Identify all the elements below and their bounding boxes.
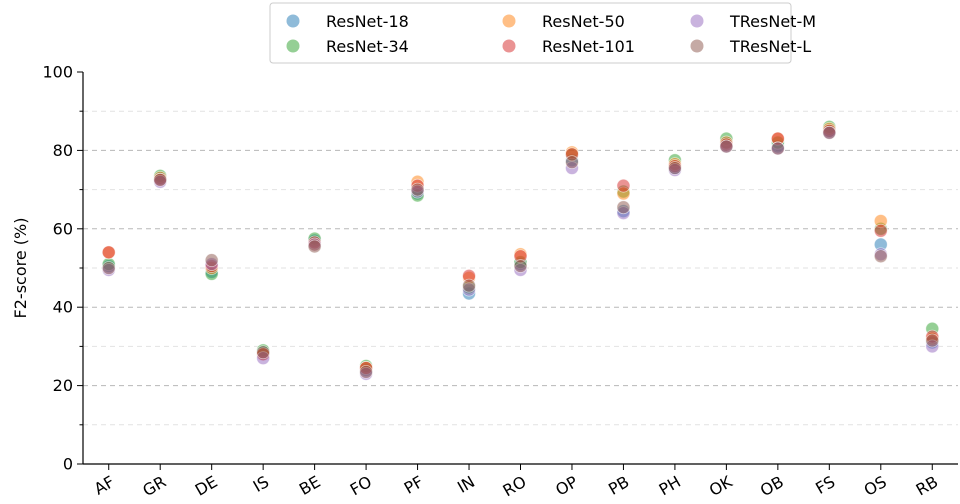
x-tick-label-in: IN [454, 472, 478, 497]
point-tresnet-l-in [462, 278, 476, 293]
y-tick-label: 100 [42, 63, 73, 82]
x-tick-label-rb: RB [913, 472, 942, 500]
x-tick-label-is: IS [250, 472, 272, 496]
x-tick-label-pb: PB [605, 472, 632, 499]
x-tick-label-ph: PH [656, 472, 684, 499]
point-tresnet-l-fs [822, 125, 837, 140]
x-tick-label-gr: GR [139, 472, 169, 500]
axes: 0 20 40 60 80 100 AF GR DE IS BE FO PF IN RO OP PB PH OK OB… [42, 63, 958, 500]
point-tresnet-l-ph [668, 161, 682, 175]
legend: ResNet-18 ResNet-34 ResNet-50 ResNet-101 TRe… [269, 2, 816, 64]
point-tresnet-l-af [101, 261, 116, 275]
legend-label-tresnet-m: TResNet-M [729, 12, 816, 31]
y-tick-label: 40 [53, 298, 73, 317]
point-tresnet-l-pf [410, 182, 425, 197]
x-tick-label-de: DE [192, 472, 221, 500]
point-resnet-101-os [873, 223, 888, 238]
y-tick-label: 80 [53, 141, 73, 160]
point-tresnet-l-is [256, 345, 271, 360]
legend-label-resnet-101: ResNet-101 [542, 37, 635, 56]
legend-marker-tresnet-m [690, 14, 704, 28]
legend-marker-resnet-18 [286, 14, 300, 28]
point-tresnet-l-ok [719, 139, 734, 154]
point-resnet-101-pb [616, 178, 631, 193]
x-tick-label-pf: PF [401, 472, 427, 498]
y-tick-label: 0 [63, 455, 73, 474]
legend-marker-resnet-50 [502, 14, 516, 28]
x-tick-label-op: OP [552, 472, 581, 500]
legend-label-resnet-34: ResNet-34 [326, 37, 409, 56]
point-tresnet-l-ro [513, 259, 528, 273]
y-tick-label: 20 [53, 376, 73, 395]
legend-marker-resnet-101 [502, 39, 516, 53]
point-tresnet-l-fo [359, 364, 373, 379]
legend-label-resnet-18: ResNet-18 [326, 12, 409, 31]
point-tresnet-l-rb [925, 333, 940, 348]
x-tick-label-af: AF [91, 472, 118, 499]
x-tick-label-fo: FO [347, 472, 375, 499]
x-tick-label-os: OS [861, 472, 890, 500]
point-tresnet-l-op [565, 155, 579, 170]
legend-marker-tresnet-l [690, 39, 704, 53]
legend-label-tresnet-l: TResNet-L [729, 37, 811, 56]
point-tresnet-l-gr [153, 172, 168, 187]
point-resnet-101-af [101, 245, 116, 260]
x-tick-label-fs: FS [812, 472, 838, 498]
grid [83, 110, 958, 426]
x-tick-label-ro: RO [499, 472, 529, 500]
x-tick-label-ok: OK [706, 472, 736, 500]
point-tresnet-l-be [307, 239, 322, 254]
point-tresnet-l-de [204, 253, 219, 268]
point-tresnet-l-ob [770, 141, 785, 156]
point-tresnet-l-os [873, 249, 888, 264]
data-points [101, 119, 940, 381]
legend-label-resnet-50: ResNet-50 [542, 12, 625, 31]
x-tick-label-be: BE [296, 472, 324, 499]
x-tick-label-ob: OB [757, 472, 787, 500]
y-tick-label: 60 [53, 219, 73, 238]
y-axis-label: F2-score (%) [11, 218, 30, 319]
point-tresnet-l-pb [616, 200, 631, 215]
legend-box [269, 2, 792, 64]
legend-marker-resnet-34 [286, 39, 300, 53]
